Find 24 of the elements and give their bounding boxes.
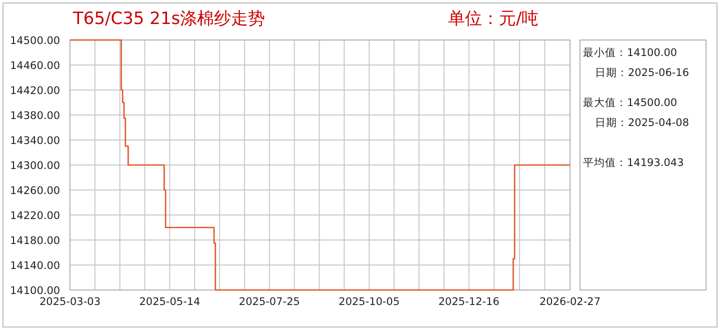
y-tick-label: 14460.00 <box>10 60 60 72</box>
x-tick-label: 2026-02-27 <box>539 296 601 308</box>
x-tick-label: 2025-05-14 <box>139 296 201 308</box>
y-tick-label: 14100.00 <box>10 285 60 297</box>
x-tick-label: 2025-10-05 <box>338 296 400 308</box>
chart-subtitle: 单位：元/吨 <box>448 9 539 29</box>
y-tick-label: 14340.00 <box>10 135 60 147</box>
y-tick-label: 14220.00 <box>10 210 60 222</box>
y-tick-label: 14260.00 <box>10 185 60 197</box>
x-tick-label: 2025-03-03 <box>39 296 101 308</box>
text: 最大值：14500.00 <box>583 96 678 109</box>
y-tick-label: 14380.00 <box>10 110 60 122</box>
x-tick-label: 2025-12-16 <box>438 296 500 308</box>
y-tick-label: 14140.00 <box>10 260 60 272</box>
chart-title: T65/C35 21s涤棉纱走势 <box>72 9 266 29</box>
y-tick-label: 14300.00 <box>10 160 60 172</box>
text: 日期：2025-04-08 <box>595 117 690 129</box>
text: 日期：2025-06-16 <box>595 67 690 79</box>
text: 最小值：14100.00 <box>583 46 678 59</box>
x-tick-label: 2025-07-25 <box>238 296 300 308</box>
y-tick-label: 14500.00 <box>10 35 60 47</box>
y-tick-label: 14420.00 <box>10 85 60 97</box>
y-tick-label: 14180.00 <box>10 235 60 247</box>
text: 平均值：14193.043 <box>583 157 684 169</box>
